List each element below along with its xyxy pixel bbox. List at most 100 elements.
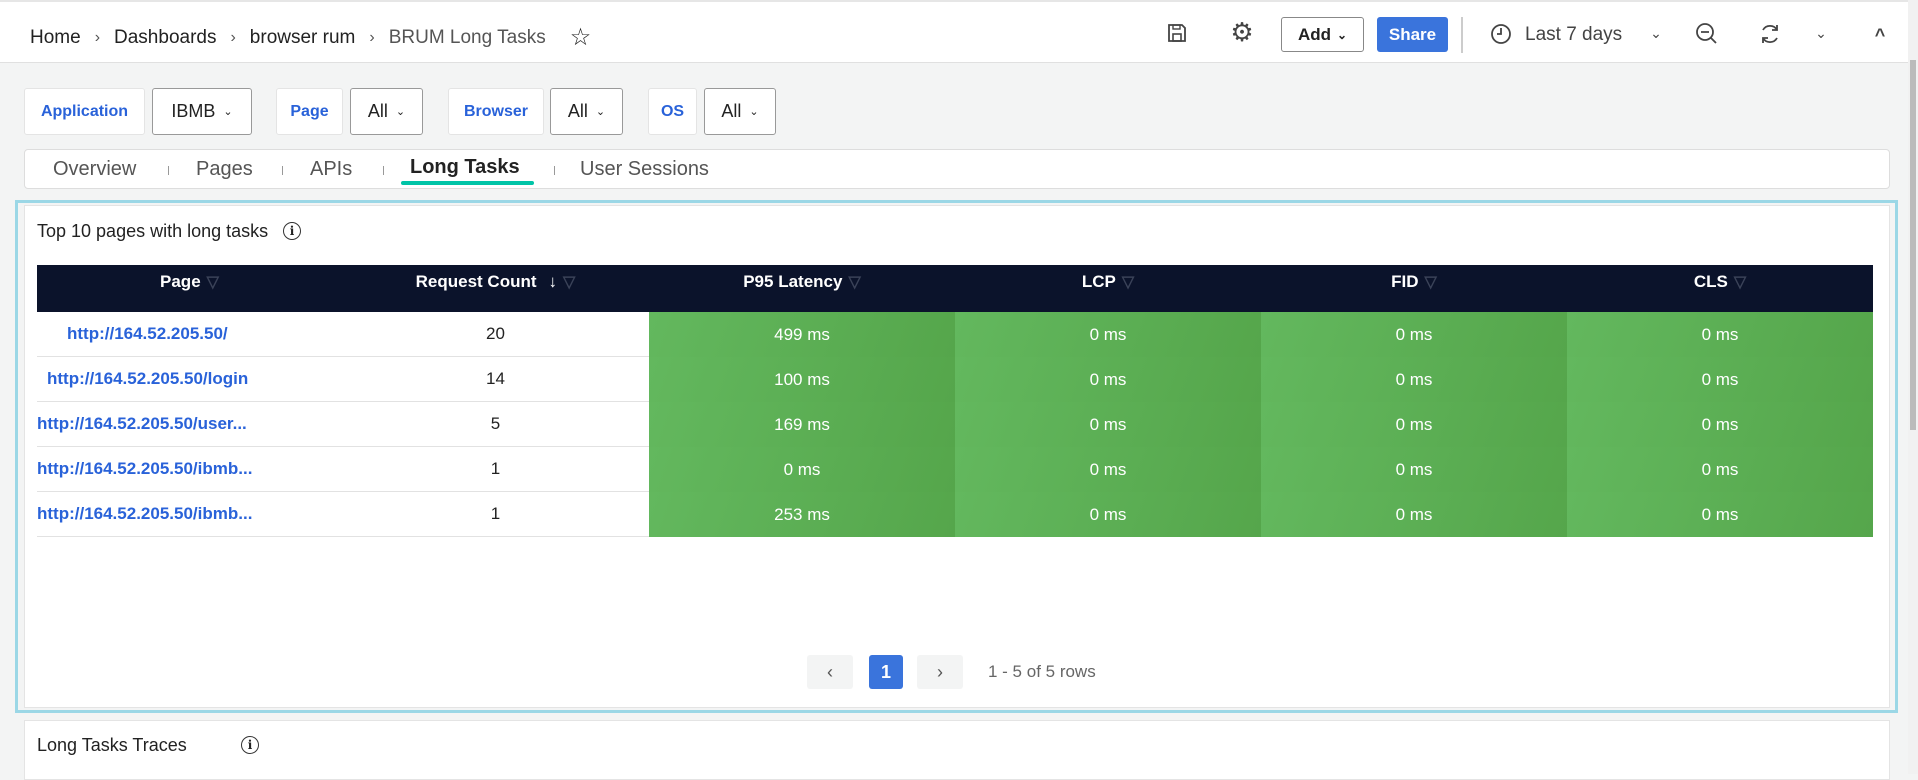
star-icon[interactable]: ☆ bbox=[569, 24, 592, 51]
filter-icon[interactable]: ▽ bbox=[848, 274, 861, 291]
top-bar: Home › Dashboards › browser rum › BRUM Long… bbox=[0, 0, 1908, 63]
column-label: P95 Latency bbox=[743, 272, 843, 291]
filter-icon[interactable]: ▽ bbox=[206, 274, 219, 291]
pagination-summary: 1 - 5 of 5 rows bbox=[988, 662, 1096, 681]
chevron-right-icon: › bbox=[94, 28, 101, 46]
page-link[interactable]: http://164.52.205.50/user... bbox=[37, 402, 342, 447]
column-header-fid[interactable]: FID ▽ bbox=[1261, 265, 1567, 312]
application-select[interactable]: IBMB ⌄ bbox=[152, 88, 252, 135]
chevron-down-icon: ⌄ bbox=[749, 106, 759, 118]
browser-select[interactable]: All ⌄ bbox=[550, 88, 623, 135]
filter-icon[interactable]: ▽ bbox=[563, 274, 576, 291]
filter-label-application: Application bbox=[24, 88, 145, 135]
column-label: Page bbox=[160, 272, 201, 291]
lcp-cell: 0 ms bbox=[955, 492, 1261, 537]
breadcrumb-home[interactable]: Home bbox=[30, 26, 81, 48]
info-icon[interactable]: i bbox=[241, 736, 259, 754]
page-link[interactable]: http://164.52.205.50/ bbox=[37, 312, 342, 357]
info-icon[interactable]: i bbox=[283, 222, 301, 240]
tab-pages[interactable]: Pages bbox=[196, 158, 253, 180]
filter-icon[interactable]: ▽ bbox=[1424, 274, 1437, 291]
add-button[interactable]: Add ⌄ bbox=[1281, 17, 1364, 52]
chevron-down-icon: ⌄ bbox=[395, 106, 406, 118]
cls-cell: 0 ms bbox=[1567, 312, 1873, 357]
scrollbar[interactable] bbox=[1908, 0, 1918, 774]
os-select[interactable]: All ⌄ bbox=[704, 88, 776, 135]
table-row: http://164.52.205.50/login 14 100 ms 0 ms 0 … bbox=[37, 357, 1873, 402]
column-label: LCP bbox=[1081, 272, 1116, 291]
column-header-request-count[interactable]: Request Count ↓ ▽ bbox=[342, 265, 649, 312]
p95-latency-cell: 100 ms bbox=[649, 357, 955, 402]
page-link[interactable]: http://164.52.205.50/login bbox=[37, 357, 342, 402]
tab-separator bbox=[168, 166, 169, 175]
chevron-down-icon[interactable]: ⌄ bbox=[1650, 24, 1662, 41]
chevron-down-icon[interactable]: ⌄ bbox=[1815, 24, 1827, 41]
clock-icon[interactable] bbox=[1489, 22, 1513, 46]
chevron-right-icon: › bbox=[937, 661, 943, 682]
table-row: http://164.52.205.50/ibmb... 1 0 ms 0 ms 0 m… bbox=[37, 447, 1873, 492]
breadcrumb-dashboards[interactable]: Dashboards bbox=[114, 26, 217, 48]
breadcrumb-browser-rum[interactable]: browser rum bbox=[249, 26, 356, 48]
page-title: BRUM Long Tasks bbox=[388, 26, 546, 48]
fid-cell: 0 ms bbox=[1261, 492, 1567, 537]
lcp-cell: 0 ms bbox=[955, 402, 1261, 447]
cls-cell: 0 ms bbox=[1567, 357, 1873, 402]
table-row: http://164.52.205.50/user... 5 169 ms 0 ms 0… bbox=[37, 402, 1873, 447]
breadcrumb: Home › Dashboards › browser rum › BRUM Long… bbox=[30, 23, 591, 52]
p95-latency-cell: 499 ms bbox=[649, 312, 955, 357]
p95-latency-cell: 253 ms bbox=[649, 492, 955, 537]
page-select[interactable]: All ⌄ bbox=[350, 88, 423, 135]
active-tab-indicator bbox=[401, 181, 534, 185]
column-label: CLS bbox=[1693, 272, 1728, 291]
page-1-button[interactable]: 1 bbox=[869, 655, 903, 689]
page-link[interactable]: http://164.52.205.50/ibmb... bbox=[37, 447, 342, 492]
tab-apis[interactable]: APIs bbox=[310, 158, 353, 180]
zoom-out-icon[interactable] bbox=[1694, 21, 1720, 47]
save-icon[interactable] bbox=[1164, 20, 1190, 46]
request-count: 1 bbox=[342, 492, 649, 537]
column-header-lcp[interactable]: LCP ▽ bbox=[955, 265, 1261, 312]
page-link[interactable]: http://164.52.205.50/ibmb... bbox=[37, 492, 342, 537]
tab-overview[interactable]: Overview bbox=[53, 158, 137, 180]
select-value: All bbox=[721, 101, 742, 121]
gear-icon[interactable]: ⚙ bbox=[1230, 16, 1254, 47]
filter-icon[interactable]: ▽ bbox=[1121, 274, 1135, 291]
column-header-page[interactable]: Page ▽ bbox=[37, 265, 342, 312]
filter-icon[interactable]: ▽ bbox=[1733, 274, 1747, 291]
divider bbox=[1461, 17, 1463, 53]
lcp-cell: 0 ms bbox=[955, 357, 1261, 402]
chevron-down-icon: ⌄ bbox=[223, 106, 233, 118]
selected-panel-outline bbox=[15, 200, 1898, 713]
fid-cell: 0 ms bbox=[1261, 447, 1567, 492]
prev-page-button[interactable]: ‹ bbox=[807, 655, 853, 689]
time-range-picker[interactable]: Last 7 days bbox=[1525, 24, 1623, 45]
lcp-cell: 0 ms bbox=[955, 447, 1261, 492]
table-body: http://164.52.205.50/20 499 ms 0 ms 0 ms 0 m… bbox=[37, 312, 1873, 537]
sort-down-icon: ↓ bbox=[548, 272, 558, 291]
request-count: 20 bbox=[342, 312, 649, 357]
share-button[interactable]: Share bbox=[1377, 17, 1448, 52]
p95-latency-cell: 169 ms bbox=[649, 402, 955, 447]
refresh-icon[interactable] bbox=[1757, 21, 1783, 47]
column-label: Request Count bbox=[415, 272, 537, 291]
panel-title: Top 10 pages with long tasks bbox=[37, 221, 269, 241]
select-value: All bbox=[567, 101, 588, 121]
tab-long-tasks[interactable]: Long Tasks bbox=[410, 156, 520, 178]
table-row: http://164.52.205.50/20 499 ms 0 ms 0 ms 0 m… bbox=[37, 312, 1873, 357]
p95-latency-cell: 0 ms bbox=[649, 447, 955, 492]
chevron-right-icon: › bbox=[230, 28, 236, 46]
chevron-down-icon: ⌄ bbox=[1336, 27, 1348, 42]
table-header: Page ▽ Request Count ↓ ▽ P95 Latency ▽ LCP ▽ … bbox=[37, 265, 1873, 312]
tab-user-sessions[interactable]: User Sessions bbox=[580, 158, 709, 180]
tab-separator bbox=[282, 166, 283, 175]
cls-cell: 0 ms bbox=[1567, 447, 1873, 492]
request-count: 14 bbox=[342, 357, 649, 402]
chevron-down-icon: ⌄ bbox=[595, 106, 606, 118]
collapse-up-icon[interactable]: ^ bbox=[1874, 24, 1886, 45]
column-header-p95-latency[interactable]: P95 Latency ▽ bbox=[649, 265, 955, 312]
tab-separator bbox=[554, 166, 555, 175]
select-value: IBMB bbox=[171, 101, 216, 121]
next-page-button[interactable]: › bbox=[917, 655, 963, 689]
fid-cell: 0 ms bbox=[1261, 312, 1567, 357]
column-header-cls[interactable]: CLS ▽ bbox=[1567, 265, 1873, 312]
